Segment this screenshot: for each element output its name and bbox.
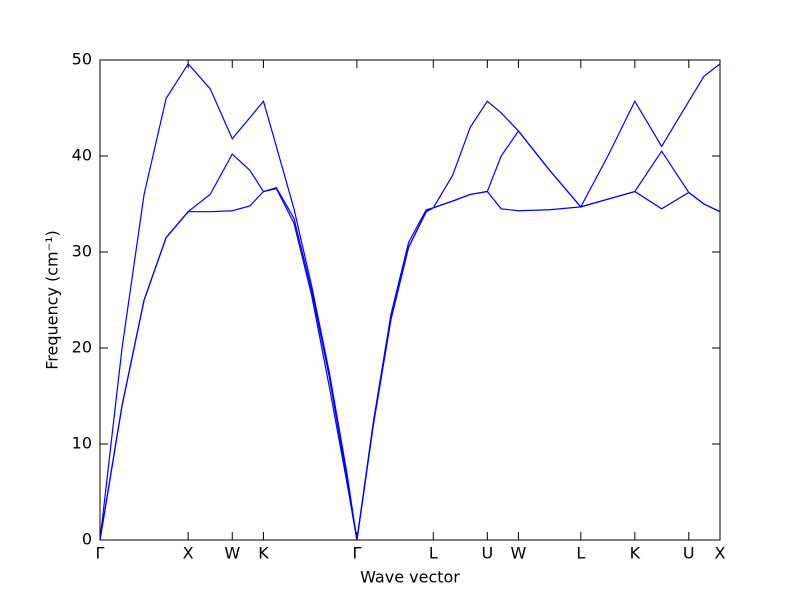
y-tick-label: 10: [72, 434, 92, 453]
plot-frame: [99, 59, 721, 541]
x-tick-label: U: [683, 544, 695, 563]
y-axis-label: Frequency (cm⁻¹): [43, 230, 62, 369]
x-tick-label: L: [429, 544, 438, 563]
band-line: [99, 187, 721, 541]
x-axis-label: Wave vector: [360, 568, 460, 587]
y-tick-label: 50: [72, 50, 92, 69]
y-tick-label: 40: [72, 146, 92, 165]
x-tick-label: W: [224, 544, 240, 563]
y-tick-label: 30: [72, 242, 92, 261]
band-line: [99, 62, 721, 541]
x-tick-label: Γ: [352, 544, 361, 563]
y-tick-label: 0: [82, 530, 92, 549]
x-tick-label: Γ: [96, 544, 105, 563]
band-line: [99, 130, 721, 541]
x-tick-label: L: [576, 544, 585, 563]
x-tick-label: X: [183, 544, 194, 563]
y-tick-label: 20: [72, 338, 92, 357]
x-tick-label: K: [258, 544, 269, 563]
x-tick-label: K: [630, 544, 641, 563]
x-tick-label: X: [715, 544, 726, 563]
x-tick-label: W: [511, 544, 527, 563]
x-tick-label: U: [481, 544, 493, 563]
